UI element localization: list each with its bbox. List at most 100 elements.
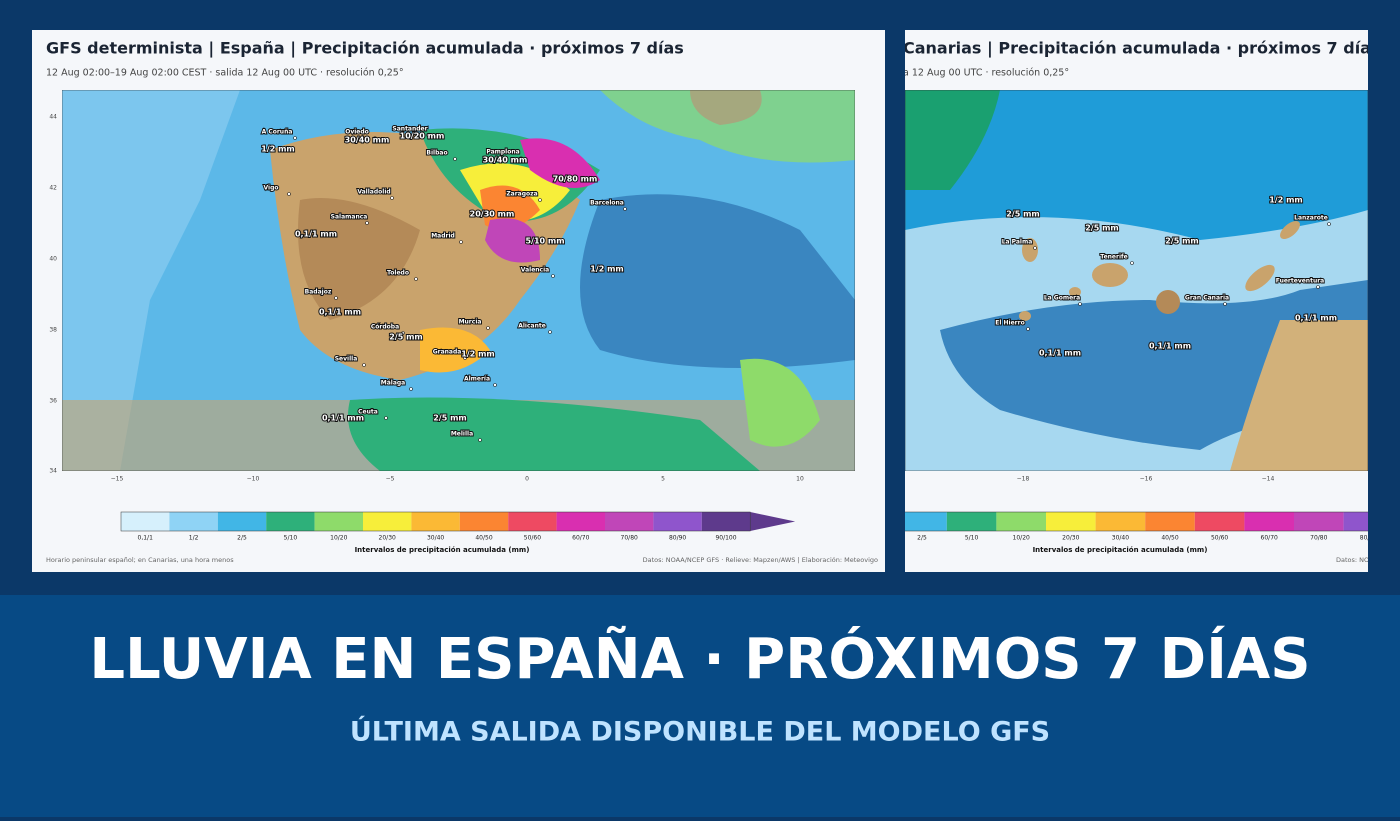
- city-dot: [1327, 222, 1331, 226]
- city-label: Málaga: [381, 380, 405, 387]
- city-dot: [478, 438, 482, 442]
- colorbar-label: 5/10: [284, 535, 298, 542]
- colorbar-label: 80/90: [1360, 535, 1377, 542]
- lat-tick-label: 36: [49, 398, 57, 405]
- city-dot: [362, 363, 366, 367]
- colorbar-label: 2/5: [237, 535, 247, 542]
- colorbar-frame: [120, 511, 751, 532]
- colorbar-segment: [1244, 512, 1294, 531]
- panel-subtitle: a 12 Aug 00 UTC · resolución 0,25°: [903, 68, 1069, 79]
- city-label: El Hierro: [995, 320, 1024, 327]
- precip-label: 1/2 mm: [1269, 196, 1303, 205]
- lon-tick-label: 10: [796, 476, 804, 483]
- precip-label: 2/5 mm: [1085, 224, 1119, 233]
- city-label: Bilbao: [426, 150, 447, 157]
- city-dot: [486, 326, 490, 330]
- colorbar-segment: [996, 512, 1046, 531]
- city-dot: [334, 296, 338, 300]
- lon-tick-label: 0: [525, 476, 529, 483]
- colorbar-label: 40/50: [1161, 535, 1178, 542]
- city-label: A Coruña: [262, 129, 293, 136]
- banner-subtitle: ÚLTIMA SALIDA DISPONIBLE DEL MODELO GFS: [350, 716, 1050, 748]
- city-label: Gran Canaria: [1185, 295, 1229, 302]
- city-dot: [519, 156, 523, 160]
- colorbar-title: Intervalos de precipitación acumulada (m…: [355, 546, 530, 554]
- city-label: La Palma: [1002, 239, 1033, 246]
- city-dot: [463, 356, 467, 360]
- lat-tick-label: 38: [49, 327, 57, 334]
- city-label: Lanzarote: [1294, 215, 1328, 222]
- city-label: Madrid: [431, 233, 455, 240]
- banner-title: LLUVIA EN ESPAÑA · PRÓXIMOS 7 DÍAS: [89, 626, 1310, 692]
- colorbar-segment: [169, 512, 218, 531]
- city-label: Toledo: [387, 270, 409, 277]
- precip-label: 0,1/1 mm: [1039, 349, 1081, 358]
- precip-label: 1/2 mm: [461, 350, 495, 359]
- city-label: Barcelona: [590, 200, 624, 207]
- precip-label: 0,1/1 mm: [295, 230, 337, 239]
- precip-label: 2/5 mm: [389, 333, 423, 342]
- colorbar-segment: [1095, 512, 1146, 531]
- colorbar-segment: [508, 512, 557, 531]
- panel-title: GFS determinista | España | Precipitació…: [46, 39, 684, 59]
- precip-label: 20/30 mm: [470, 210, 515, 219]
- colorbar-segment: [363, 512, 412, 531]
- panel: Canarias | Precipitación acumulada · pró…: [903, 30, 1400, 572]
- city-label: Murcia: [459, 319, 482, 326]
- precip-label: 0,1/1 mm: [1295, 314, 1337, 323]
- colorbar-segment: [411, 512, 460, 531]
- city-label: Fuerteventura: [1276, 278, 1324, 285]
- colorbar-segment: [556, 512, 605, 531]
- lat-tick-label: 42: [49, 185, 57, 192]
- precip-label: 10/20 mm: [400, 132, 445, 141]
- footer-credits: Datos: NOAA/NCEP GFS: [1336, 556, 1400, 564]
- panel-title: Canarias | Precipitación acumulada · pró…: [903, 39, 1381, 59]
- lon-tick-label: −15: [111, 476, 124, 483]
- city-label: Ceuta: [358, 409, 378, 416]
- city-label: Badajoz: [305, 289, 332, 296]
- colorbar-segment: [946, 512, 997, 531]
- map: [905, 90, 1368, 471]
- precip-label: 0,1/1 mm: [1149, 342, 1191, 351]
- lat-tick-label: 44: [49, 114, 57, 121]
- city-dot: [426, 133, 430, 137]
- colorbar-label: 0,1/1: [138, 535, 154, 542]
- colorbar-label: 10/20: [330, 535, 347, 542]
- city-label: Granada: [433, 349, 462, 356]
- colorbar-label: 1/2: [189, 535, 199, 542]
- colorbar-segment: [121, 512, 170, 531]
- city-label: Melilla: [451, 431, 473, 438]
- precip-label: 30/40 mm: [483, 156, 528, 165]
- precip-label: 1/2 mm: [261, 145, 295, 154]
- city-dot: [1130, 261, 1134, 265]
- colorbar-extension: [750, 512, 796, 531]
- colorbar-label: 60/70: [572, 535, 589, 542]
- colorbar-label: 20/30: [1062, 535, 1079, 542]
- city-label: Tenerife: [1100, 254, 1127, 261]
- colorbar-segment: [1194, 512, 1245, 531]
- precip-label: 2/5 mm: [1006, 210, 1040, 219]
- colorbar-label: 40/50: [475, 535, 492, 542]
- city-dot: [409, 387, 413, 391]
- city-dot: [459, 240, 463, 244]
- colorbar-segment: [217, 512, 267, 531]
- city-label: Valencia: [521, 267, 549, 274]
- footer-note: Horario peninsular español; en Canarias,…: [46, 556, 234, 564]
- city-dot: [548, 330, 552, 334]
- colorbar-segment: [1145, 512, 1195, 531]
- map: [62, 90, 855, 471]
- city-label: Córdoba: [371, 324, 399, 331]
- precip-label: 2/5 mm: [1165, 237, 1199, 246]
- city-label: Pamplona: [486, 149, 519, 156]
- city-dot: [493, 383, 497, 387]
- colorbar-label: 2/5: [917, 535, 927, 542]
- city-dot: [1033, 246, 1037, 250]
- colorbar-segment: [653, 512, 702, 531]
- lat-tick-label: 40: [49, 256, 57, 263]
- colorbar-label: 30/40: [1112, 535, 1129, 542]
- city-dot: [1078, 302, 1082, 306]
- colorbar-segment: [1046, 512, 1096, 531]
- colorbar-label: 90/100: [715, 535, 736, 542]
